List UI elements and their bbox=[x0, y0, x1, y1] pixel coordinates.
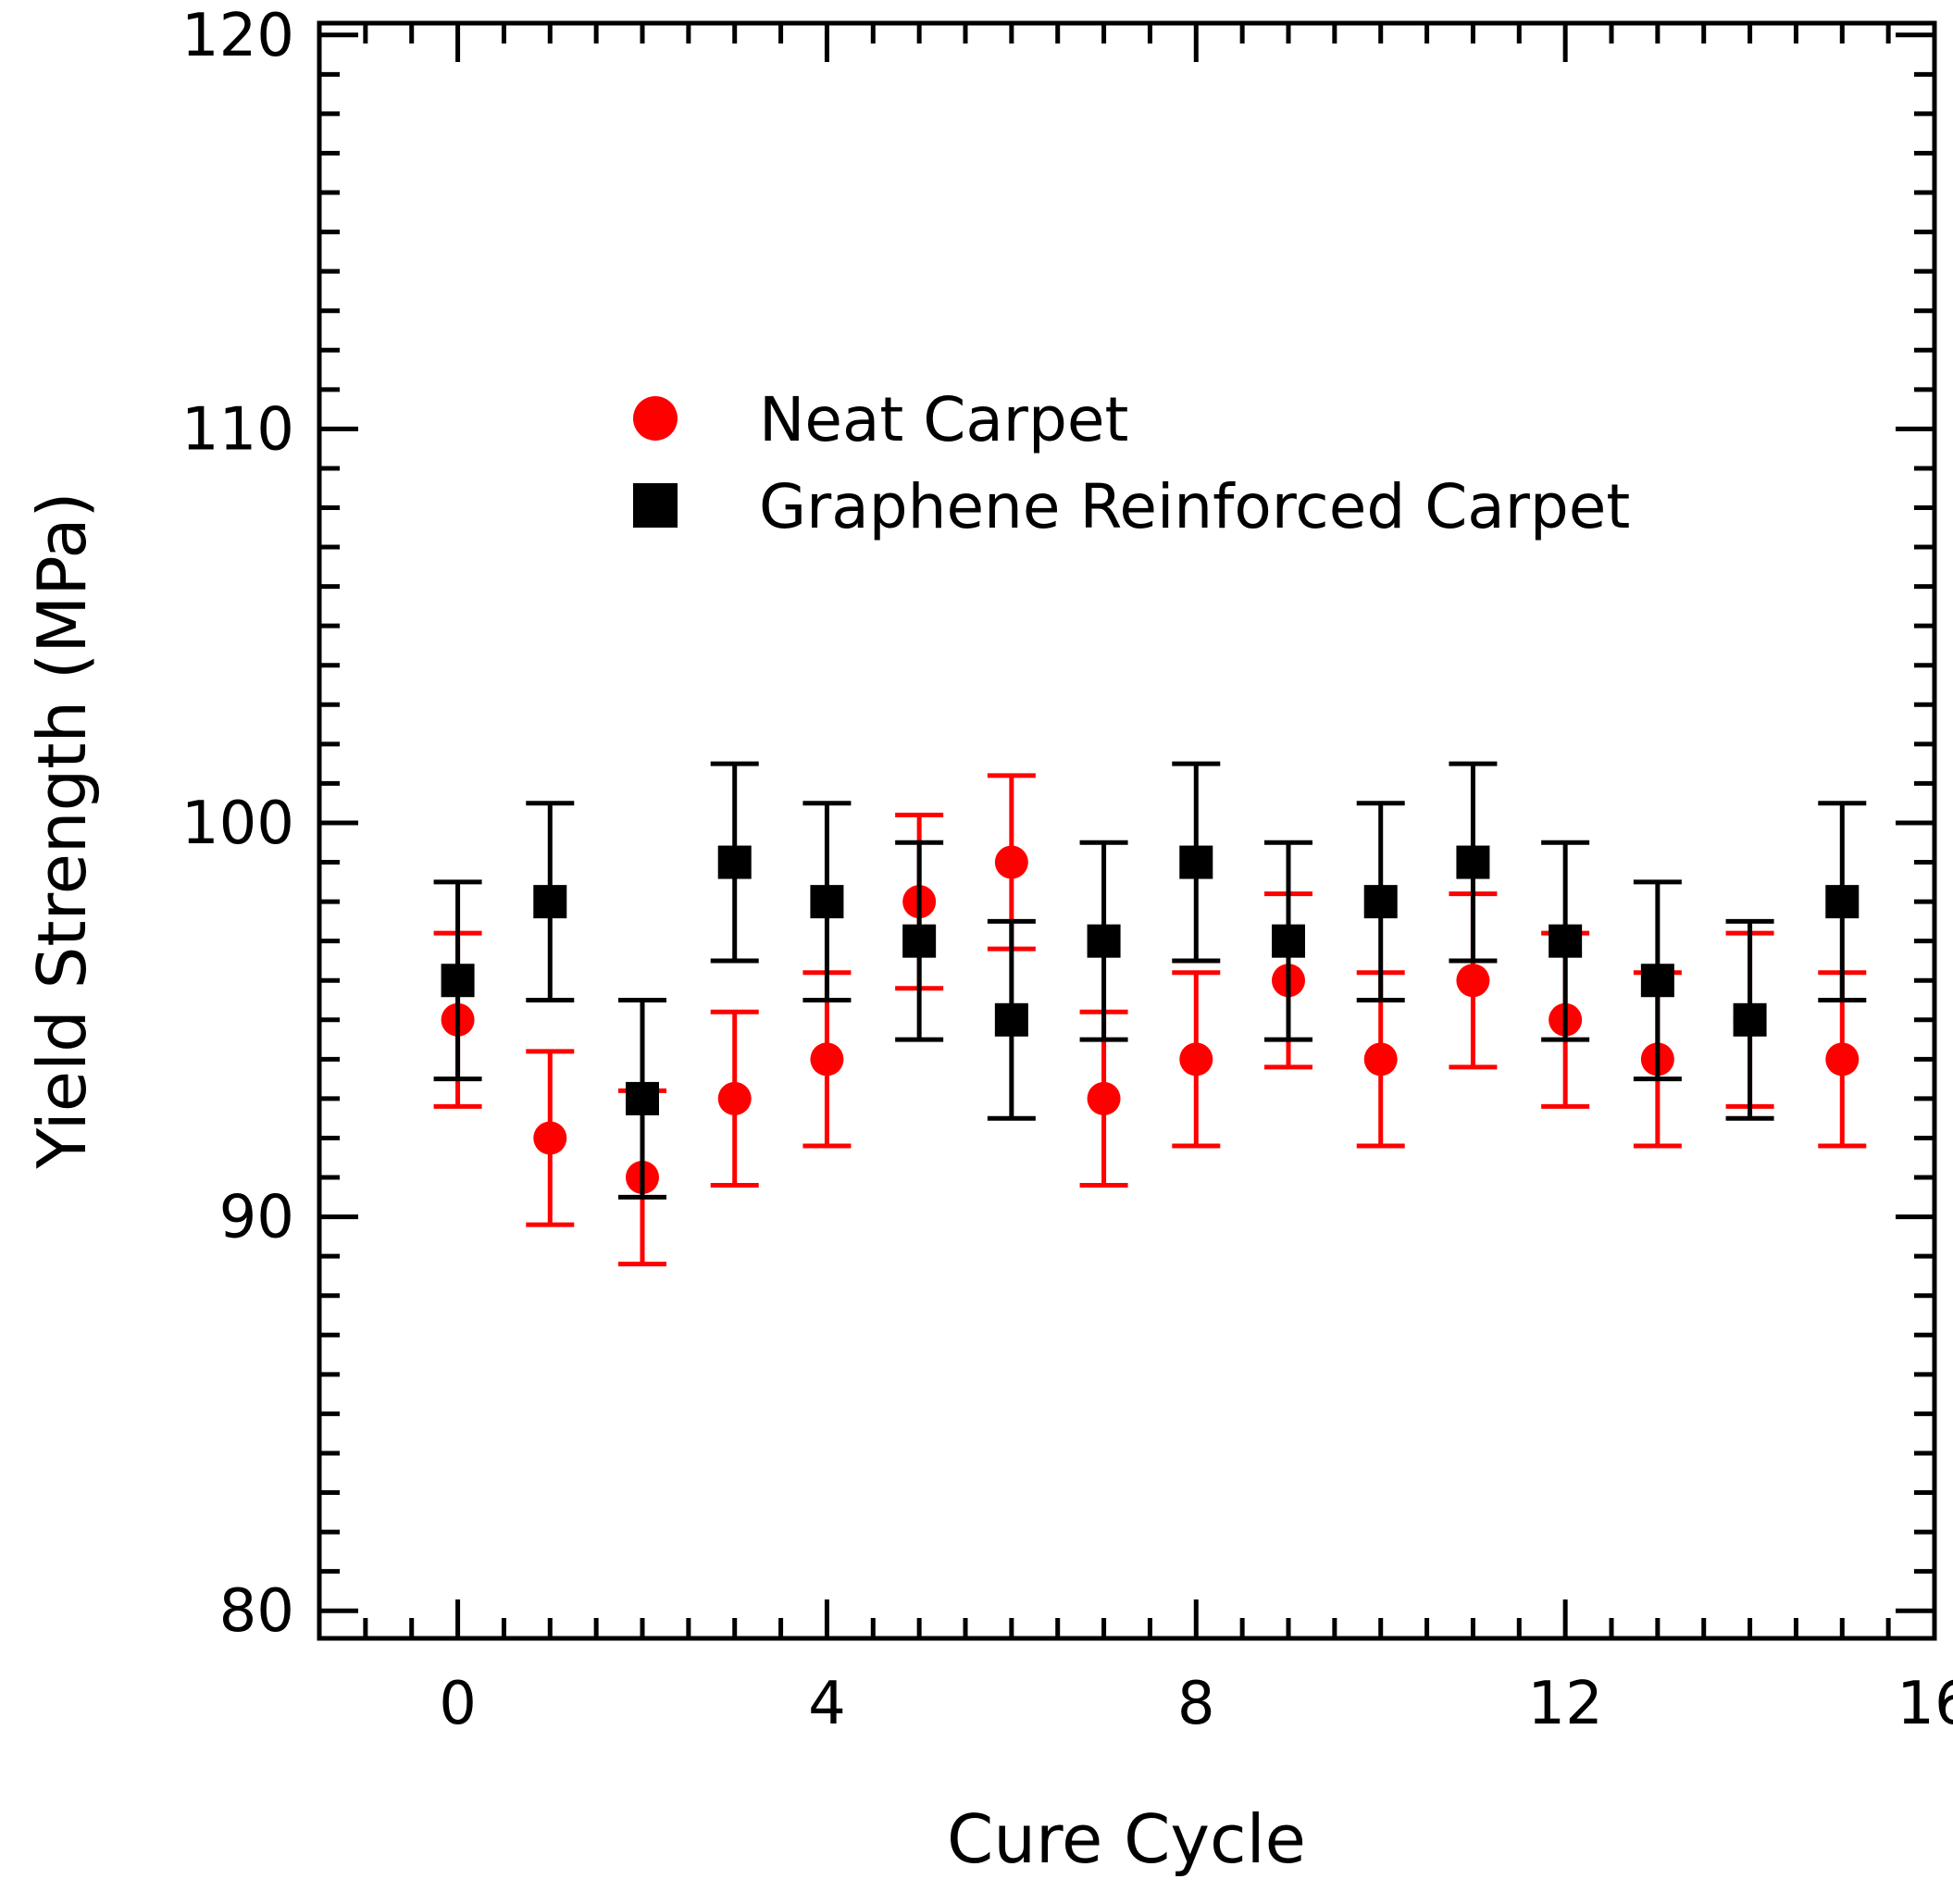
data-point-circle bbox=[994, 845, 1028, 879]
y-tick-label: 90 bbox=[219, 1184, 294, 1252]
y-tick-label: 80 bbox=[219, 1577, 294, 1646]
data-point-circle bbox=[533, 1121, 567, 1155]
legend-label-graphene-reinforced-carpet: Graphene Reinforced Carpet bbox=[759, 471, 1630, 542]
x-tick-label: 16 bbox=[1897, 1670, 1953, 1738]
axis-ticks bbox=[317, 23, 1937, 1638]
data-point-square bbox=[1549, 924, 1583, 958]
data-point-square bbox=[810, 885, 844, 919]
x-axis-title: Cure Cycle bbox=[947, 1800, 1306, 1878]
y-tick-label: 100 bbox=[181, 790, 294, 858]
data-series-layer bbox=[433, 761, 1867, 1267]
legend-marker-graphene-reinforced-carpet bbox=[633, 483, 678, 528]
data-point-circle bbox=[1363, 1042, 1398, 1076]
x-tick-label: 4 bbox=[808, 1670, 846, 1738]
data-point-circle bbox=[1179, 1042, 1213, 1076]
data-point-circle bbox=[810, 1042, 844, 1076]
legend-label-neat-carpet: Neat Carpet bbox=[759, 384, 1128, 455]
data-point-square bbox=[1272, 924, 1305, 958]
data-point-square bbox=[1640, 964, 1674, 998]
y-axis-title: Yield Strength (MPa) bbox=[23, 492, 101, 1169]
legend-marker-neat-carpet bbox=[633, 396, 678, 441]
data-point-square bbox=[1825, 885, 1860, 919]
data-point-square bbox=[1456, 845, 1490, 879]
x-axis-tick-labels: 0 4 8 12 16 bbox=[439, 1670, 1953, 1738]
data-point-circle bbox=[1456, 964, 1490, 998]
series-graphene-reinforced-carpet bbox=[433, 761, 1867, 1200]
data-point-circle bbox=[1087, 1081, 1121, 1115]
data-point-circle bbox=[1825, 1042, 1860, 1076]
y-tick-label: 110 bbox=[181, 395, 294, 464]
x-tick-label: 8 bbox=[1177, 1670, 1215, 1738]
x-tick-label: 0 bbox=[439, 1670, 477, 1738]
y-tick-label: 120 bbox=[181, 2, 294, 70]
data-point-square bbox=[1087, 924, 1121, 958]
data-point-square bbox=[441, 964, 475, 998]
y-axis-tick-labels: 80 90 100 110 120 bbox=[181, 2, 294, 1646]
data-point-square bbox=[626, 1081, 659, 1115]
data-point-square bbox=[1733, 1002, 1767, 1037]
data-point-square bbox=[1363, 885, 1398, 919]
legend: Neat Carpet Graphene Reinforced Carpet bbox=[633, 384, 1630, 542]
data-point-square bbox=[902, 924, 937, 958]
plot-area-frame bbox=[317, 20, 1937, 1641]
data-point-square bbox=[533, 885, 567, 919]
data-point-square bbox=[717, 845, 752, 879]
data-point-circle bbox=[717, 1081, 752, 1115]
data-point-square bbox=[994, 1002, 1028, 1037]
x-tick-label: 12 bbox=[1527, 1670, 1602, 1738]
data-point-square bbox=[1179, 845, 1213, 879]
